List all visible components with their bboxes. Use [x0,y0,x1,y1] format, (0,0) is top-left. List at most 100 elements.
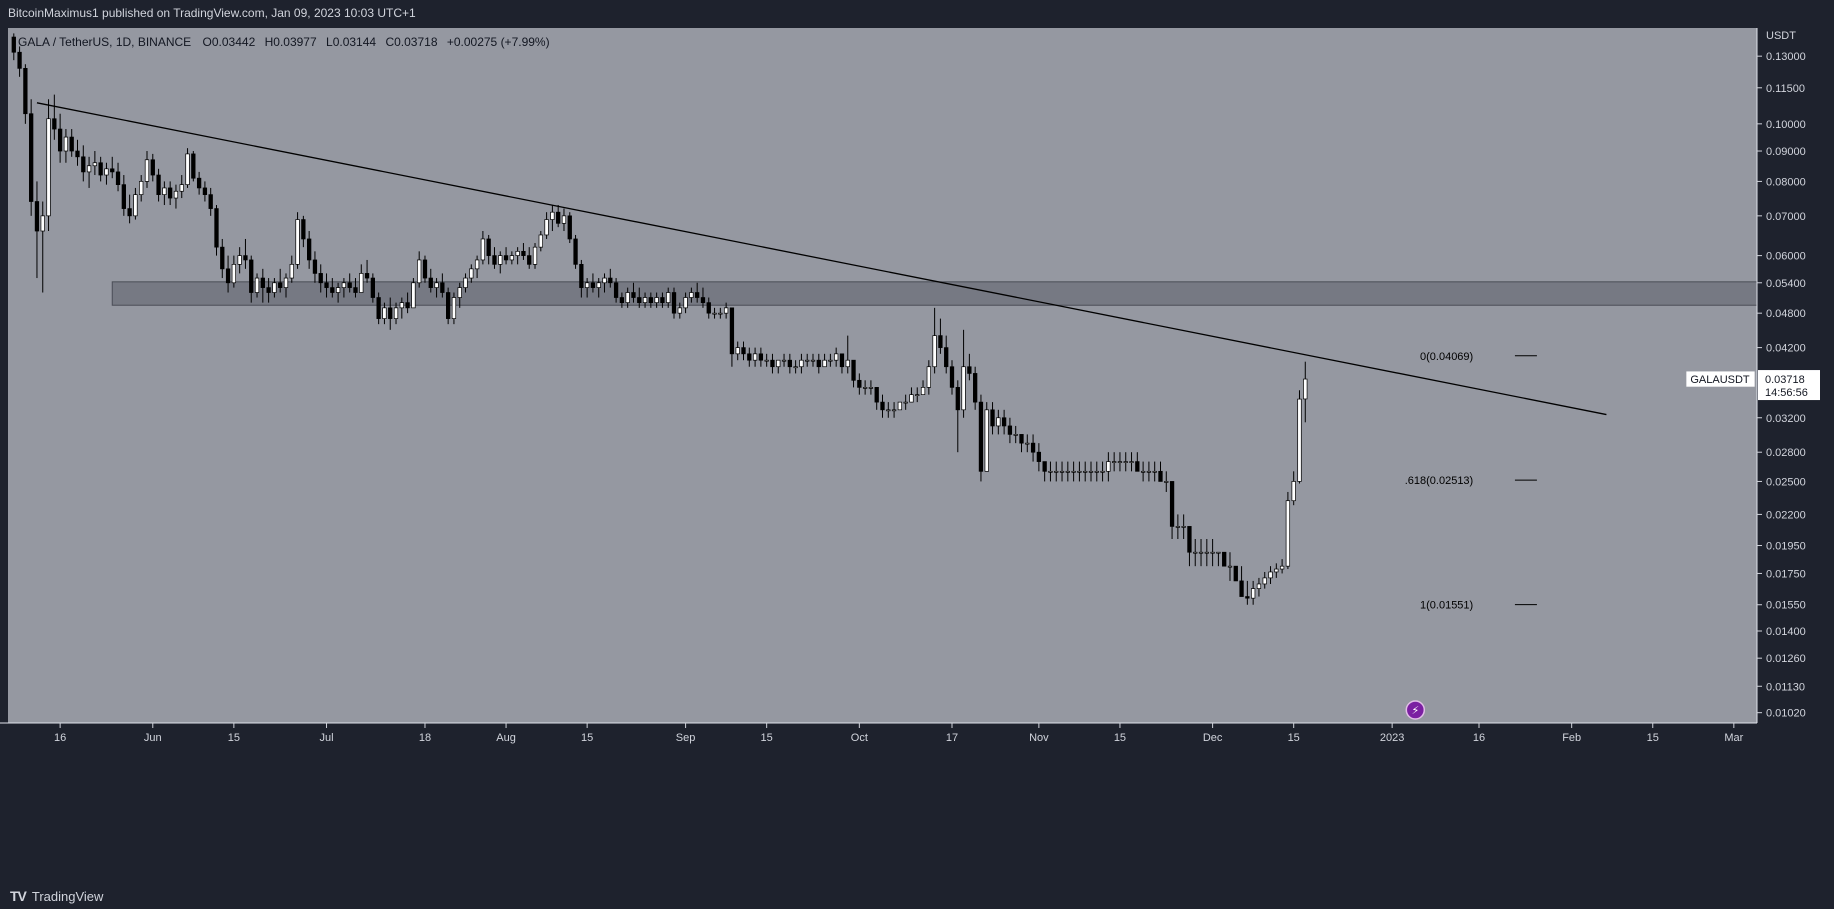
candle-body [527,255,532,265]
candle-body [1291,481,1296,502]
chart-frame[interactable]: 0(0.04069) .618(0.02513) 1(0.01551) USDT 0.1… [0,28,1834,883]
candle-body [666,292,671,303]
candle-body [446,292,451,319]
candle-body [411,282,416,309]
candle-body [1216,551,1221,554]
candle-body [926,366,931,388]
x-tick-label: 15 [1114,732,1126,744]
candle-body [278,282,283,288]
candle-body [469,268,474,279]
symbol-legend: GALA / TetherUS, 1D, BINANCE O0.03442 H0… [18,35,556,49]
x-tick-label: 15 [228,732,240,744]
candle-body [1123,461,1128,463]
price-chart[interactable]: 0(0.04069) .618(0.02513) 1(0.01551) USDT 0.1… [0,28,1834,883]
candle-body [961,366,966,411]
fib-level-label: .618(0.02513) [1405,475,1474,487]
candle-body [75,150,80,158]
candle-body [1187,526,1192,553]
candle-body [544,219,549,236]
candle-body [619,297,625,303]
candle-body [561,215,567,224]
candle-body [1158,470,1163,482]
candle-body [996,417,1001,427]
candle-body [162,187,167,195]
candle-body [550,211,555,220]
candle-body [1001,417,1007,427]
candle-body [231,264,237,284]
descending-trendline [36,102,1607,416]
candle-body [602,277,607,284]
candle-body [990,409,995,427]
candle-body [307,238,312,261]
candle-body [81,156,86,173]
candle-body [770,359,775,368]
candle-body [324,282,329,288]
candle-body [405,302,410,309]
candle-body [573,238,578,265]
open-label: O [202,35,212,49]
candle-body [1268,571,1273,579]
candle-body [330,287,335,293]
candle-body [625,292,630,303]
candle-body [40,215,45,232]
candle-body [776,359,781,368]
candle-body [857,379,862,388]
candle-body [891,409,897,412]
candle-body [903,401,908,404]
candle-body [845,359,850,368]
y-tick-label: 0.01130 [1766,681,1805,693]
event-marker-icon [1405,700,1426,720]
candle-body [376,297,381,319]
candle-body [295,219,300,265]
candle-body [173,190,179,199]
tradingview-brand[interactable]: TV TradingView [10,888,103,904]
candle-body [115,171,121,185]
candle-body [764,359,769,362]
publish-line: BitcoinMaximus1 published on TradingView… [8,6,416,20]
candle-body [1227,565,1233,568]
x-tick-label: 15 [1647,732,1659,744]
candle-body [1007,425,1013,435]
time-axis [0,723,1834,753]
candle-body [272,282,277,293]
candle-body [341,282,347,288]
candle-body [347,282,352,288]
candle-body [579,264,584,288]
candle-body [301,219,306,240]
candle-body [631,292,636,298]
candle-body [57,128,63,152]
candle-body [202,187,208,195]
candle-body [1239,580,1244,597]
high-value: 0.03977 [273,35,317,49]
candle-body [1256,583,1262,589]
candle-body [1251,588,1256,599]
candle-body [1030,442,1036,453]
candle-body [1210,551,1215,554]
candle-body [318,273,323,284]
candle-body [648,297,653,303]
candle-body [735,347,740,355]
y-tick-label: 0.01020 [1766,708,1806,720]
brand-text: TradingView [31,888,104,904]
bar-countdown: 14:56:56 [1765,387,1808,399]
bottom-bar: TV TradingView [0,883,1834,909]
top-bar: BitcoinMaximus1 published on TradingView… [0,0,1834,28]
y-tick-label: 0.01260 [1766,653,1806,665]
candle-body [515,250,520,256]
candle-body [1152,470,1157,473]
candle-body [104,168,109,176]
x-tick-label: Sep [676,732,696,744]
candle-body [1088,470,1094,473]
candle-body [29,113,34,202]
candle-body [509,255,514,261]
candle-body [700,297,706,303]
candle-body [1193,551,1198,554]
candle-body [706,302,711,314]
x-tick-label: Nov [1029,732,1049,744]
candle-body [1042,461,1047,472]
candle-body [868,387,874,389]
tradingview-logo-icon: TV [10,888,27,904]
candle-body [69,136,74,152]
candle-body [1233,565,1238,582]
x-tick-label: 17 [946,732,958,744]
